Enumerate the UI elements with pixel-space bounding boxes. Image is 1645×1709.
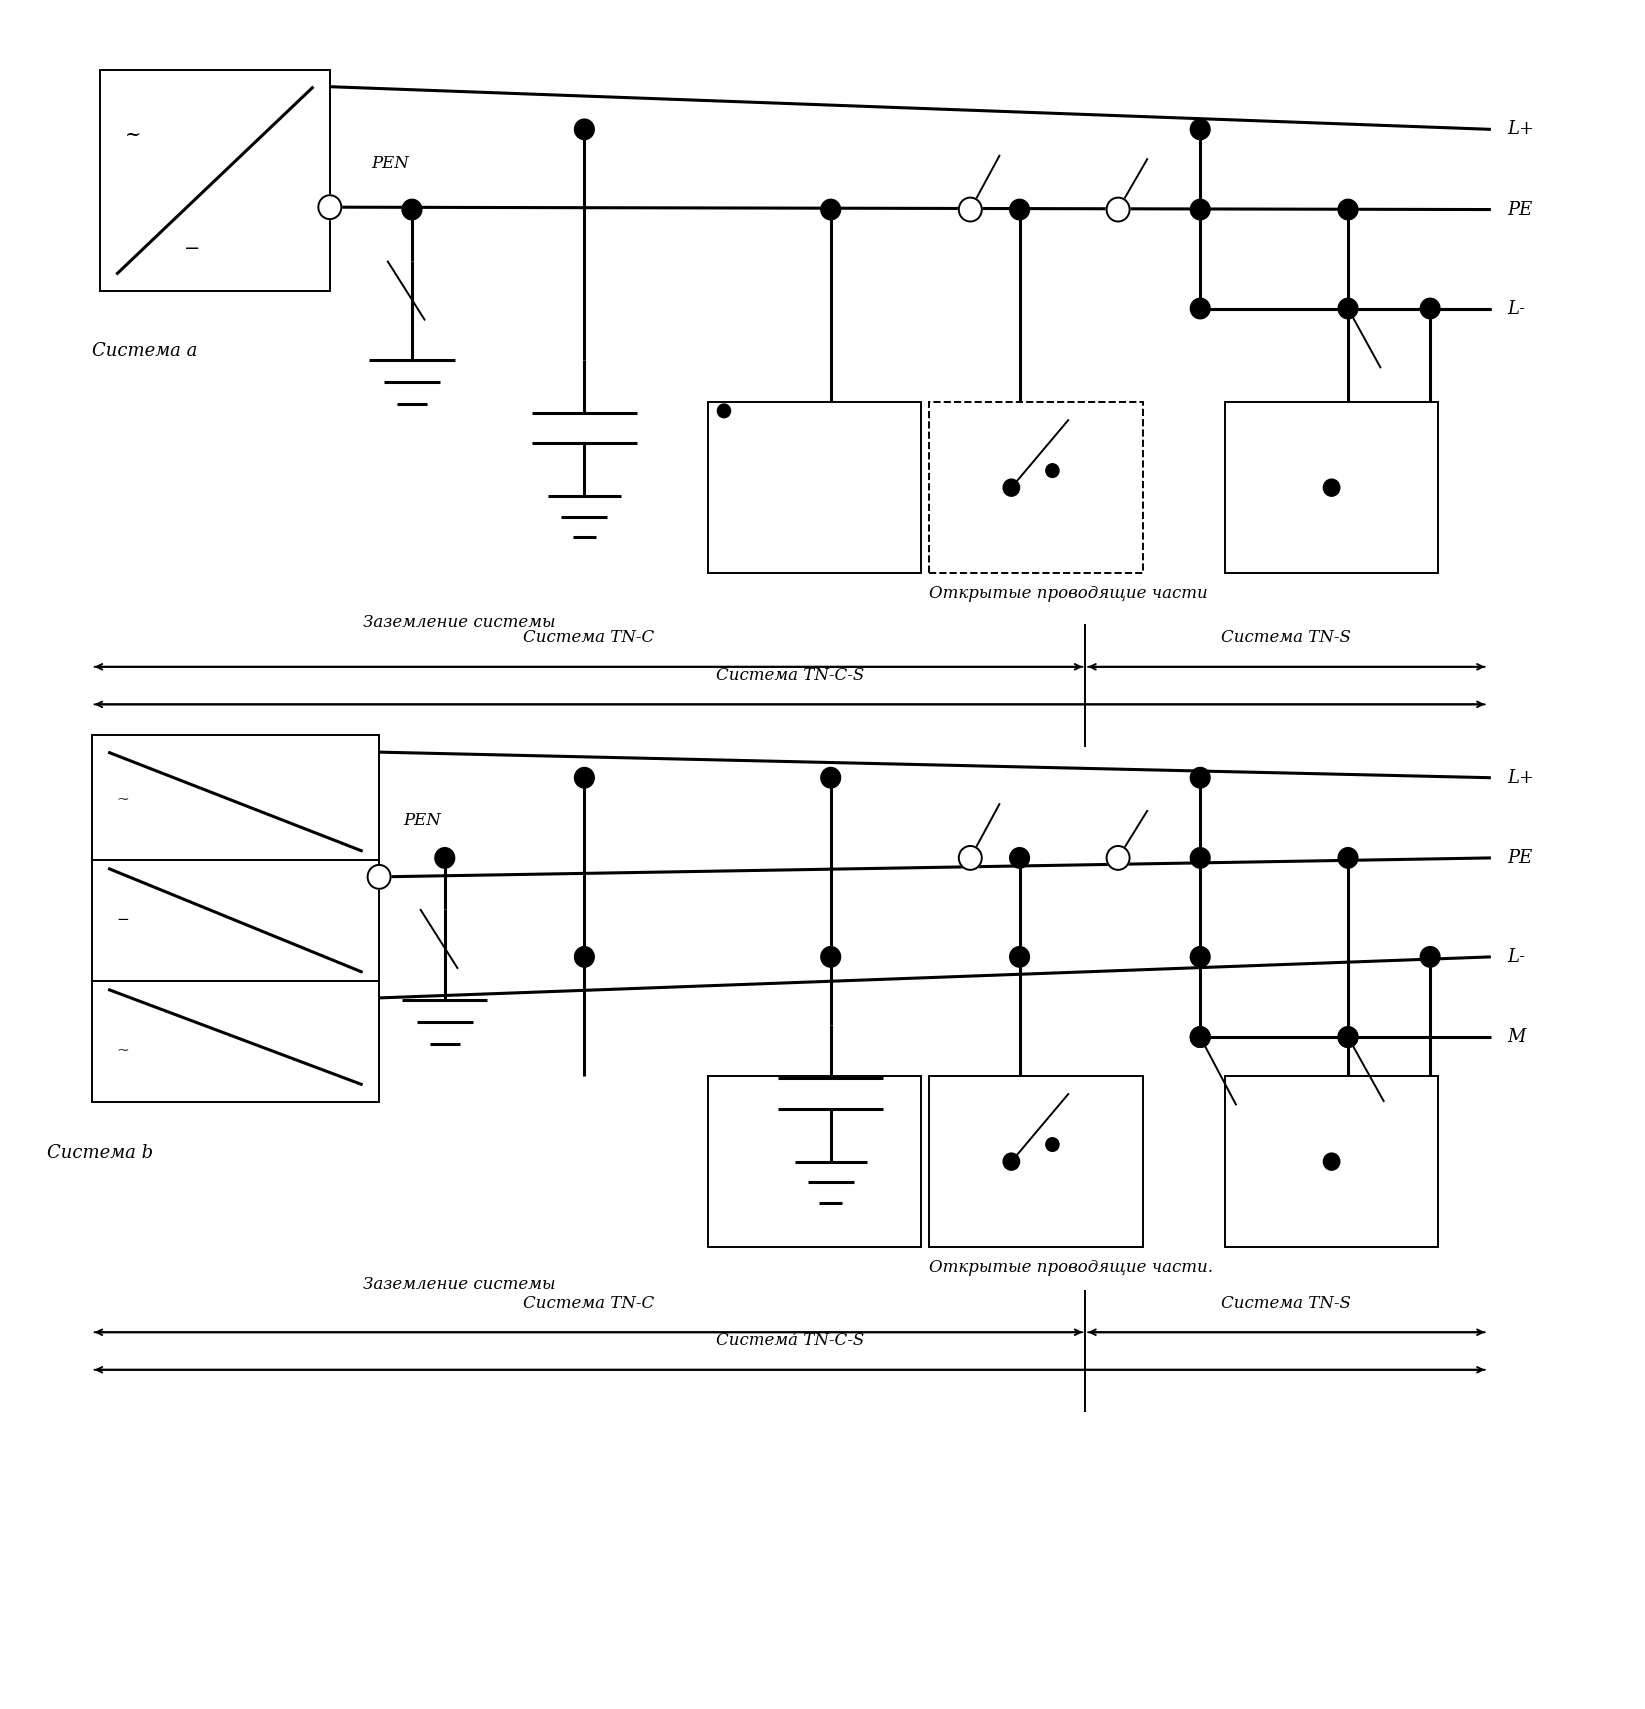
Circle shape <box>1337 200 1357 220</box>
Circle shape <box>821 200 841 220</box>
Circle shape <box>1191 767 1211 788</box>
Circle shape <box>1420 299 1439 320</box>
Bar <box>707 402 921 573</box>
Text: L+: L+ <box>1507 120 1535 138</box>
Text: Заземление системы: Заземление системы <box>362 614 554 631</box>
Circle shape <box>959 846 982 870</box>
Text: Заземление системы: Заземление системы <box>362 1277 554 1294</box>
Circle shape <box>959 198 982 222</box>
Text: L+: L+ <box>1507 769 1535 786</box>
Text: Система a: Система a <box>92 342 197 361</box>
Circle shape <box>1337 848 1357 868</box>
Circle shape <box>1046 1138 1059 1152</box>
Text: PE: PE <box>1507 200 1533 219</box>
Circle shape <box>319 195 341 219</box>
Bar <box>92 735 378 1102</box>
Bar <box>929 402 1143 573</box>
Text: L-: L- <box>1507 299 1525 318</box>
Circle shape <box>1337 299 1357 320</box>
Circle shape <box>1010 947 1030 967</box>
Text: Система TN-C-S: Система TN-C-S <box>716 667 864 684</box>
Text: PE: PE <box>1507 849 1533 866</box>
Circle shape <box>1323 1154 1339 1171</box>
Text: PEN: PEN <box>370 156 408 173</box>
Circle shape <box>1337 1027 1357 1048</box>
Text: ~: ~ <box>117 793 128 807</box>
Circle shape <box>717 403 730 417</box>
Circle shape <box>401 200 421 220</box>
Text: M: M <box>1507 1029 1525 1046</box>
Text: ~: ~ <box>125 125 141 144</box>
Circle shape <box>1191 848 1211 868</box>
Text: −: − <box>117 913 128 928</box>
Circle shape <box>367 865 390 889</box>
Circle shape <box>1191 120 1211 140</box>
Text: Открытые проводящие части: Открытые проводящие части <box>929 584 1207 602</box>
Circle shape <box>1191 299 1211 320</box>
Circle shape <box>1191 200 1211 220</box>
Circle shape <box>1107 198 1130 222</box>
Circle shape <box>1323 479 1339 496</box>
Text: PEN: PEN <box>403 812 441 829</box>
Circle shape <box>574 767 594 788</box>
Bar <box>1226 402 1438 573</box>
Circle shape <box>1010 200 1030 220</box>
Text: Система TN-S: Система TN-S <box>1222 629 1351 646</box>
Text: Система TN-C: Система TN-C <box>523 1295 655 1313</box>
Circle shape <box>1337 1027 1357 1048</box>
Circle shape <box>1420 947 1439 967</box>
Circle shape <box>1046 463 1059 477</box>
Circle shape <box>1010 848 1030 868</box>
Circle shape <box>1107 846 1130 870</box>
Text: ~: ~ <box>117 1044 128 1058</box>
Bar <box>707 1077 921 1248</box>
Text: Система b: Система b <box>48 1143 153 1162</box>
Circle shape <box>821 947 841 967</box>
Circle shape <box>1191 1027 1211 1048</box>
Circle shape <box>1003 479 1020 496</box>
Bar <box>1226 1077 1438 1248</box>
Circle shape <box>821 767 841 788</box>
Circle shape <box>434 848 454 868</box>
Circle shape <box>1003 1154 1020 1171</box>
Circle shape <box>574 947 594 967</box>
Circle shape <box>1191 1027 1211 1048</box>
Text: Система TN-C: Система TN-C <box>523 629 655 646</box>
Circle shape <box>1191 947 1211 967</box>
Text: Система́ TN-C-S: Система́ TN-C-S <box>716 1333 864 1350</box>
Bar <box>929 1077 1143 1248</box>
Text: −: − <box>184 239 201 258</box>
Bar <box>100 70 331 292</box>
Text: Открытые проводящие части.: Открытые проводящие части. <box>929 1260 1214 1277</box>
Text: L-: L- <box>1507 948 1525 966</box>
Text: Система TN-S: Система TN-S <box>1222 1295 1351 1313</box>
Circle shape <box>574 120 594 140</box>
